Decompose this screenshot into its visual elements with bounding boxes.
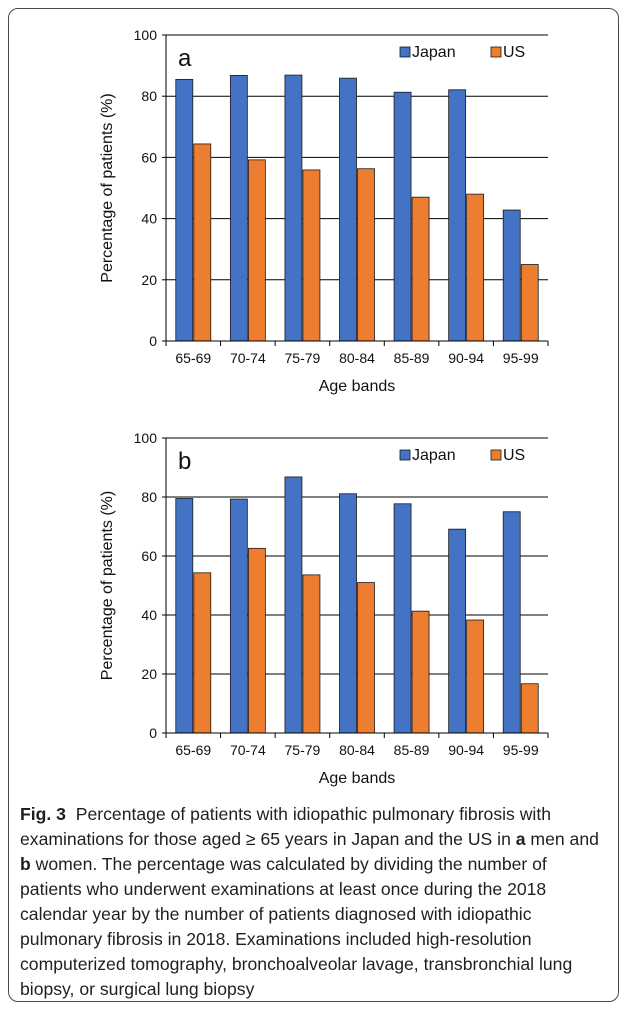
bar-us-85-89 [411,610,430,734]
legend-swatch-japan [399,46,411,58]
x-tick-label: 85-89 [394,742,430,758]
chart-panel-a: 0 20 40 60 80 100 65-69 70-74 75-79 80-84 85-89 90-… [99,27,549,395]
caption-panel-b-label: b [20,854,31,874]
bar-us-90-94 [466,193,485,342]
legend-label-us: US [503,44,525,61]
bar-us-95-99 [520,264,539,342]
x-tick-label: 90-94 [448,742,484,758]
bar-japan-65-69 [175,498,194,734]
x-tick-label: 75-79 [285,742,321,758]
bar-japan-90-94 [448,528,467,734]
figure-frame [8,8,619,1002]
bar-japan-85-89 [393,91,412,342]
chart-panel-b: 0 20 40 60 80 100 65-69 70-74 75-79 80-84 85-89 90-… [99,430,549,787]
figure-label: Fig. 3 [20,804,66,824]
bar-japan-65-69 [175,78,194,342]
bar-us-75-79 [302,574,321,734]
y-tick-label: 0 [149,725,157,741]
x-tick-label: 80-84 [339,742,375,758]
bar-japan-90-94 [448,89,467,342]
y-tick-label: 100 [134,27,158,43]
x-tick-label: 85-89 [394,350,430,366]
y-tick-label: 40 [141,607,157,623]
legend-swatch-japan [399,449,411,461]
x-tick-label: 95-99 [503,742,539,758]
bar-japan-80-84 [339,77,357,342]
x-tick-label: 70-74 [230,350,266,366]
y-tick-label: 20 [141,272,157,288]
figure-caption: Fig. 3 Percentage of patients with idiop… [20,802,610,1002]
y-tick-label: 20 [141,666,157,682]
bar-japan-95-99 [502,209,521,342]
panel-label: b [178,448,191,475]
bar-us-70-74 [247,547,266,734]
bar-japan-70-74 [229,74,248,342]
y-tick-label: 60 [141,149,157,165]
x-tick-label: 75-79 [285,350,321,366]
caption-panel-a-label: a [515,829,526,849]
y-tick-label: 80 [141,489,157,505]
y-tick-label: 100 [134,430,158,446]
legend-swatch-us [490,449,502,461]
x-tick-label: 65-69 [175,350,211,366]
x-tick-label: 70-74 [230,742,266,758]
legend-label-japan: Japan [412,44,456,61]
caption-text-3: women. The percentage was calculated by … [20,854,573,999]
bar-japan-80-84 [339,493,357,734]
x-axis-label: Age bands [319,770,396,787]
y-tick-label: 60 [141,548,157,564]
bar-japan-85-89 [393,503,412,734]
y-tick-label: 80 [141,88,157,104]
bar-japan-75-79 [284,74,303,342]
bar-japan-75-79 [284,476,303,734]
bar-japan-95-99 [502,511,521,734]
x-tick-label: 90-94 [448,350,484,366]
y-axis-label: Percentage of patients (%) [99,491,116,680]
x-axis-label: Age bands [319,378,396,395]
bar-us-65-69 [193,572,212,734]
y-axis-label: Percentage of patients (%) [99,93,116,282]
bar-us-95-99 [520,683,539,734]
bar-us-85-89 [411,196,430,342]
bar-us-80-84 [357,168,375,342]
caption-text-2: men and [525,829,599,849]
y-tick-label: 0 [149,333,157,349]
legend-label-japan: Japan [412,447,456,464]
x-tick-label: 80-84 [339,350,375,366]
legend-swatch-us [490,46,502,58]
bar-us-75-79 [302,169,321,342]
x-tick-label: 95-99 [503,350,539,366]
legend-label-us: US [503,447,525,464]
panel-label: a [178,45,192,72]
y-tick-label: 40 [141,211,157,227]
bar-us-80-84 [357,582,375,734]
bar-us-90-94 [466,619,485,734]
bar-us-65-69 [193,143,212,342]
bar-us-70-74 [247,159,266,342]
x-tick-label: 65-69 [175,742,211,758]
bar-japan-70-74 [229,498,248,734]
caption-text-1: Percentage of patients with idiopathic p… [20,804,552,849]
